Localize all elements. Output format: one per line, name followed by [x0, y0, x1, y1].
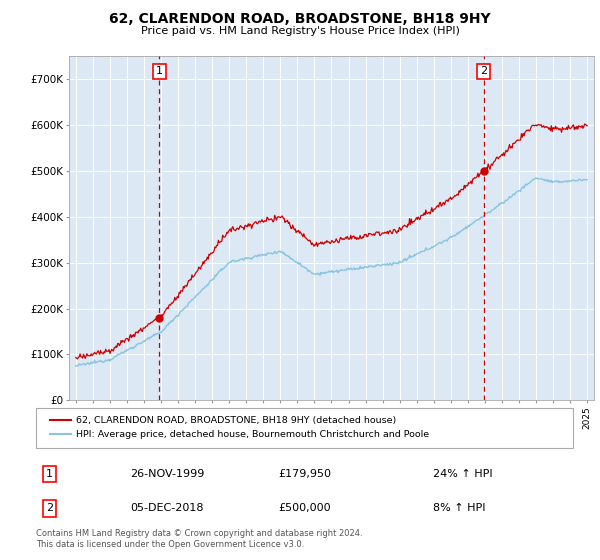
Text: 24% ↑ HPI: 24% ↑ HPI — [433, 469, 493, 479]
Text: 26-NOV-1999: 26-NOV-1999 — [130, 469, 205, 479]
Text: 62, CLARENDON ROAD, BROADSTONE, BH18 9HY: 62, CLARENDON ROAD, BROADSTONE, BH18 9HY — [109, 12, 491, 26]
Legend: 62, CLARENDON ROAD, BROADSTONE, BH18 9HY (detached house), HPI: Average price, d: 62, CLARENDON ROAD, BROADSTONE, BH18 9HY… — [46, 413, 433, 443]
Text: 1: 1 — [46, 469, 53, 479]
Text: 05-DEC-2018: 05-DEC-2018 — [130, 503, 203, 513]
Text: 2: 2 — [46, 503, 53, 513]
Text: 1: 1 — [156, 66, 163, 76]
Text: Price paid vs. HM Land Registry's House Price Index (HPI): Price paid vs. HM Land Registry's House … — [140, 26, 460, 36]
Text: Contains HM Land Registry data © Crown copyright and database right 2024.
This d: Contains HM Land Registry data © Crown c… — [36, 529, 362, 549]
Text: 8% ↑ HPI: 8% ↑ HPI — [433, 503, 486, 513]
Text: 2: 2 — [480, 66, 487, 76]
Text: £500,000: £500,000 — [278, 503, 331, 513]
Text: £179,950: £179,950 — [278, 469, 331, 479]
